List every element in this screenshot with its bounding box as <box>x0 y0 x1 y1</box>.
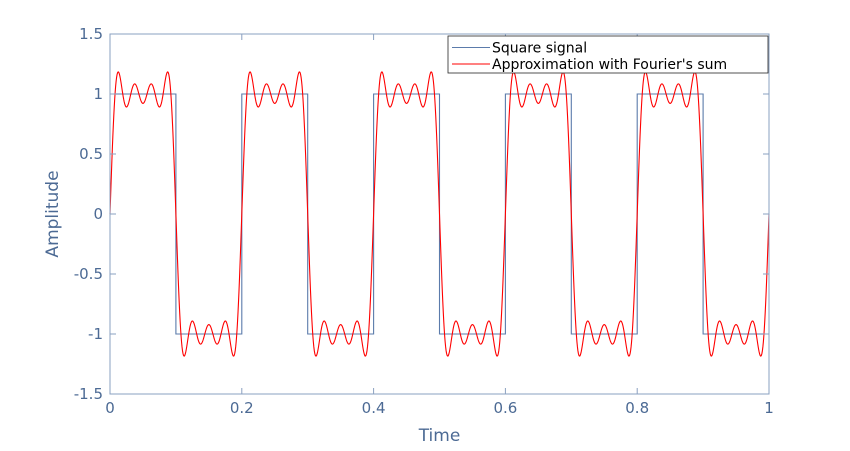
legend-label-fourier-approximation: Approximation with Fourier's sum <box>492 57 727 73</box>
x-axis-label: Time <box>418 426 461 446</box>
series-layer <box>109 71 770 357</box>
y-tick-label: 1 <box>93 85 103 103</box>
y-tick-label: -1 <box>88 325 103 343</box>
x-tick-label: 1 <box>764 399 774 417</box>
y-tick-label: 0 <box>93 205 103 223</box>
y-tick-label: -0.5 <box>74 265 103 283</box>
fourier-approximation-line <box>109 71 770 357</box>
x-tick-label: 0.2 <box>230 399 254 417</box>
y-tick-label: 0.5 <box>79 145 103 163</box>
x-tick-label: 0 <box>105 399 115 417</box>
x-tick-label: 0.4 <box>362 399 386 417</box>
y-axis-label: Amplitude <box>43 170 63 257</box>
legend-box <box>447 35 769 74</box>
legend: Square signal Approximation with Fourier… <box>447 35 769 74</box>
x-tick-label: 0.6 <box>493 399 517 417</box>
y-axis-ticks: -1.5 -1 -0.5 0 0.5 1 1.5 <box>74 25 769 403</box>
x-tick-label: 0.8 <box>625 399 649 417</box>
y-tick-label: 1.5 <box>79 25 103 43</box>
x-axis-ticks: 0 0.2 0.4 0.6 0.8 1 <box>105 34 774 417</box>
y-tick-label: -1.5 <box>74 385 103 403</box>
legend-label-square-signal: Square signal <box>492 41 587 57</box>
